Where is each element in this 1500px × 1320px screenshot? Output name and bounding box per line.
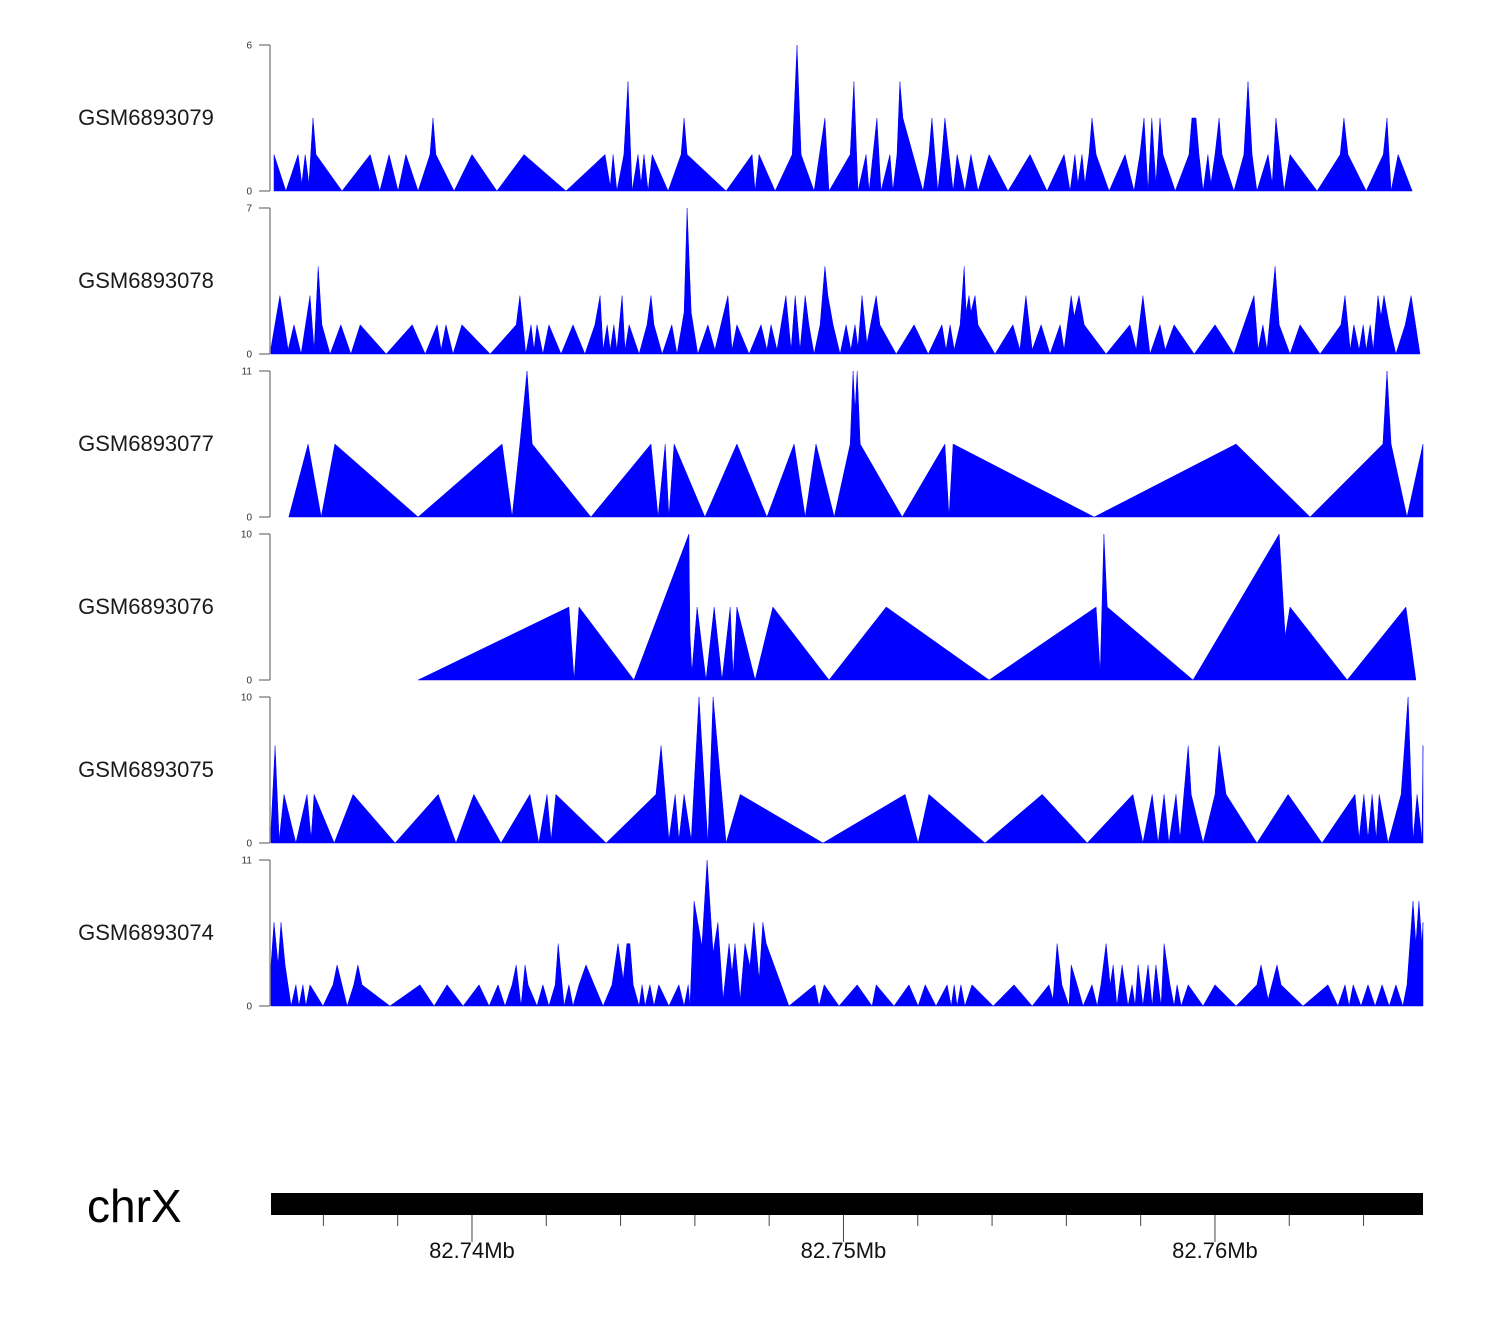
track-label: GSM6893076 xyxy=(78,594,214,619)
coverage-area xyxy=(270,696,1424,844)
y-tick-label: 10 xyxy=(241,530,253,541)
track-label: GSM6893079 xyxy=(78,105,214,130)
track-label: GSM6893078 xyxy=(78,268,214,293)
chromosome-label: chrX xyxy=(87,1180,182,1232)
y-tick-label: 10 xyxy=(241,693,253,704)
x-tick-label: 82.74Mb xyxy=(429,1238,515,1263)
axis-ticks: 82.74Mb 82.75Mb 82.76Mb xyxy=(322,1215,1365,1263)
coverage-area xyxy=(288,370,1424,518)
data-tracks: GSM689307960GSM689307870GSM6893077110GSM… xyxy=(78,41,1424,1013)
coverage-area xyxy=(273,44,1413,192)
track-GSM6893074: GSM6893074 11 0 xyxy=(78,856,1424,1013)
track-label: GSM6893074 xyxy=(78,920,214,945)
y-tick-label: 6 xyxy=(246,41,252,52)
coverage-area xyxy=(270,207,1421,355)
track-GSM6893079: GSM6893079 6 0 xyxy=(78,41,1413,198)
coverage-area xyxy=(417,533,1417,681)
track-GSM6893077: GSM6893077 11 0 xyxy=(78,367,1424,524)
y-tick-label: 0 xyxy=(246,513,252,524)
track-label: GSM6893077 xyxy=(78,431,214,456)
y-tick-label: 0 xyxy=(246,187,252,198)
y-tick-label: 7 xyxy=(246,204,252,215)
track-label: GSM6893075 xyxy=(78,757,214,782)
y-tick-label: 0 xyxy=(246,839,252,850)
y-tick-label: 0 xyxy=(246,350,252,361)
y-tick-label: 11 xyxy=(242,856,253,867)
y-tick-label: 0 xyxy=(246,676,252,687)
track-GSM6893078: GSM6893078 7 0 xyxy=(78,204,1421,361)
y-tick-label: 0 xyxy=(246,1002,252,1013)
coverage-area xyxy=(270,859,1424,1007)
track-GSM6893075: GSM6893075 10 0 xyxy=(78,693,1424,850)
y-tick-label: 11 xyxy=(242,367,253,378)
genome-axis: chrX 82.74Mb 82.75Mb 82.76Mb xyxy=(87,1180,1423,1263)
chromosome-bar xyxy=(271,1193,1423,1215)
x-tick-label: 82.76Mb xyxy=(1172,1238,1258,1263)
track-GSM6893076: GSM6893076 10 0 xyxy=(78,530,1417,687)
x-tick-label: 82.75Mb xyxy=(801,1238,887,1263)
